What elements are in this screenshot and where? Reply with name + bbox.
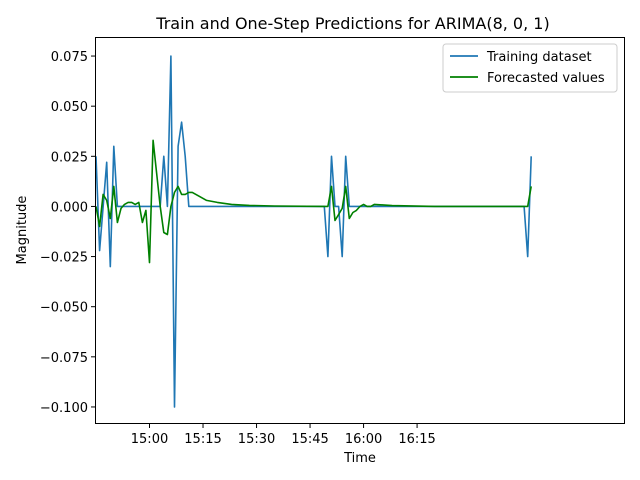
y-axis: −0.100 −0.075 −0.050 −0.025 0.000 0.025 0.050 0… — [40, 50, 96, 416]
y-tick-label: 0.000 — [51, 200, 88, 215]
series-line-training — [95, 55, 532, 408]
chart-title: Train and One-Step Predictions for ARIMA… — [155, 14, 549, 33]
x-tick-label: 15:45 — [291, 432, 328, 447]
y-tick-label: 0.050 — [51, 100, 88, 115]
x-tick-label: 15:00 — [131, 432, 168, 447]
series-lines — [95, 55, 532, 408]
y-tick-label: 0.075 — [51, 50, 88, 65]
series-line-forecast — [95, 139, 532, 264]
y-axis-label: Magnitude — [15, 196, 30, 265]
y-tick-label: 0.025 — [51, 150, 88, 165]
y-tick-label: −0.075 — [40, 351, 88, 366]
y-tick-label: −0.050 — [40, 301, 88, 316]
legend: Training dataset Forecasted values — [442, 43, 618, 93]
legend-box — [442, 43, 618, 93]
y-tick-label: −0.100 — [40, 401, 88, 416]
x-tick-label: 16:15 — [398, 432, 435, 447]
x-tick-label: 16:00 — [345, 432, 382, 447]
legend-label-training: Training dataset — [486, 50, 592, 65]
x-axis-label: Time — [343, 451, 376, 466]
y-tick-label: −0.025 — [40, 251, 88, 266]
x-tick-label: 15:30 — [238, 432, 275, 447]
legend-label-forecast: Forecasted values — [487, 71, 605, 86]
x-axis: 15:00 15:15 15:30 15:45 16:00 16:15 — [131, 423, 436, 447]
x-tick-label: 15:15 — [184, 432, 221, 447]
plot-frame — [95, 37, 625, 424]
